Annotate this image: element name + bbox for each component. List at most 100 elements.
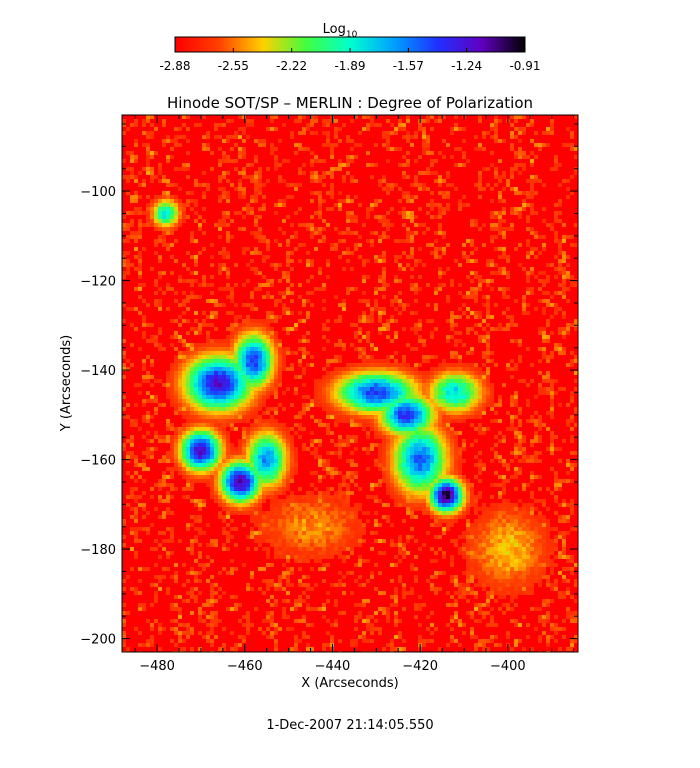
heatmap-cell (446, 191, 450, 195)
heatmap-cell (478, 183, 482, 187)
heatmap-cell (566, 195, 570, 199)
heatmap-cell (334, 423, 338, 427)
heatmap-cell (258, 183, 262, 187)
heatmap-cell (206, 431, 210, 435)
heatmap-cell (182, 431, 186, 435)
heatmap-cell (446, 475, 450, 479)
heatmap-cell (326, 207, 330, 211)
heatmap-cell (454, 187, 458, 191)
heatmap-cell (270, 407, 274, 411)
heatmap-cell (446, 447, 450, 451)
heatmap-cell (386, 135, 390, 139)
heatmap-cell (250, 231, 254, 235)
heatmap-cell (394, 427, 398, 431)
heatmap-cell (206, 419, 210, 423)
heatmap-cell (318, 475, 322, 479)
heatmap-cell (554, 219, 558, 223)
heatmap-cell (254, 159, 258, 163)
heatmap-cell (222, 191, 226, 195)
heatmap-cell (482, 431, 486, 435)
heatmap-cell (166, 223, 170, 227)
heatmap-cell (530, 139, 534, 143)
heatmap-cell (170, 451, 174, 455)
heatmap-cell (262, 427, 266, 431)
heatmap-cell (462, 495, 466, 499)
heatmap-cell (446, 487, 450, 491)
heatmap-cell (454, 115, 458, 119)
heatmap-cell (390, 483, 394, 487)
heatmap-cell (246, 375, 250, 379)
heatmap-cell (542, 387, 546, 391)
heatmap-cell (326, 379, 330, 383)
heatmap-cell (194, 351, 198, 355)
heatmap-cell (242, 491, 246, 495)
heatmap-cell (234, 495, 238, 499)
heatmap-cell (230, 387, 234, 391)
heatmap-cell (498, 503, 502, 507)
heatmap-cell (478, 311, 482, 315)
heatmap-cell (130, 439, 134, 443)
heatmap-cell (306, 315, 310, 319)
heatmap-cell (446, 203, 450, 207)
heatmap-cell (378, 359, 382, 363)
heatmap-cell (262, 367, 266, 371)
heatmap-cell (546, 323, 550, 327)
heatmap-cell (258, 499, 262, 503)
heatmap-cell (302, 335, 306, 339)
heatmap-cell (486, 343, 490, 347)
heatmap-cell (170, 447, 174, 451)
heatmap-cell (402, 387, 406, 391)
heatmap-cell (166, 495, 170, 499)
heatmap-cell (330, 383, 334, 387)
heatmap-cell (426, 503, 430, 507)
heatmap-cell (238, 447, 242, 451)
heatmap-cell (210, 443, 214, 447)
heatmap-cell (430, 243, 434, 247)
heatmap-cell (354, 463, 358, 467)
heatmap-cell (230, 311, 234, 315)
heatmap-cell (218, 135, 222, 139)
heatmap-cell (306, 299, 310, 303)
heatmap-cell (246, 347, 250, 351)
heatmap-cell (354, 387, 358, 391)
heatmap-cell (178, 143, 182, 147)
heatmap-cell (194, 443, 198, 447)
heatmap-cell (446, 363, 450, 367)
heatmap-cell (122, 319, 126, 323)
heatmap-cell (174, 207, 178, 211)
heatmap-cell (346, 219, 350, 223)
heatmap-cell (370, 203, 374, 207)
heatmap-cell (490, 163, 494, 167)
heatmap-cell (214, 399, 218, 403)
heatmap-cell (342, 495, 346, 499)
heatmap-cell (130, 443, 134, 447)
heatmap-cell (470, 219, 474, 223)
heatmap-cell (266, 243, 270, 247)
heatmap-cell (138, 463, 142, 467)
heatmap-cell (482, 383, 486, 387)
heatmap-cell (134, 487, 138, 491)
heatmap-cell (246, 387, 250, 391)
heatmap-cell (438, 363, 442, 367)
heatmap-cell (242, 435, 246, 439)
heatmap-cell (266, 315, 270, 319)
heatmap-cell (162, 211, 166, 215)
heatmap-cell (442, 379, 446, 383)
heatmap-cell (534, 247, 538, 251)
heatmap-cell (466, 403, 470, 407)
heatmap-cell (398, 407, 402, 411)
heatmap-cell (190, 387, 194, 391)
heatmap-cell (182, 399, 186, 403)
heatmap-cell (342, 123, 346, 127)
heatmap-cells (122, 115, 578, 652)
heatmap-cell (290, 267, 294, 271)
heatmap-cell (186, 307, 190, 311)
heatmap-cell (418, 371, 422, 375)
heatmap-cell (278, 355, 282, 359)
heatmap-cell (438, 399, 442, 403)
heatmap-cell (518, 411, 522, 415)
heatmap-cell (146, 447, 150, 451)
heatmap-cell (522, 131, 526, 135)
heatmap-cell (366, 239, 370, 243)
heatmap-cell (382, 411, 386, 415)
